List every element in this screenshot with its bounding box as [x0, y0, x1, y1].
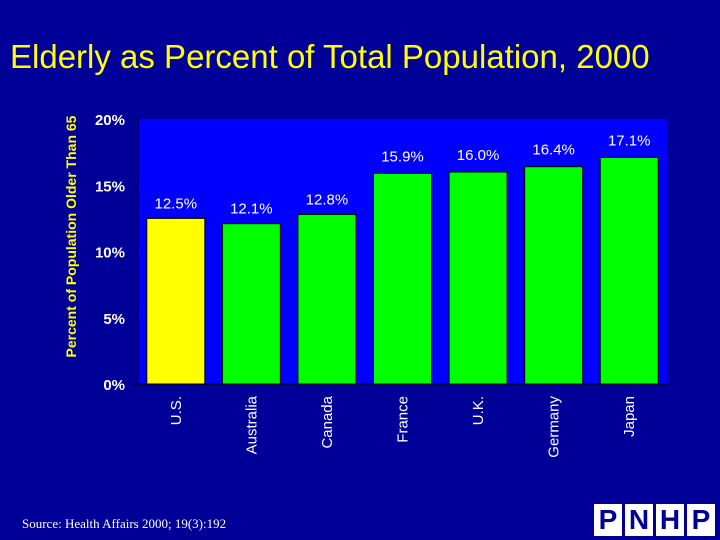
logo-letter: N: [625, 504, 653, 536]
y-axis-title: Percent of Population Older Than 65: [63, 115, 79, 357]
y-tick-label: 15%: [95, 178, 125, 195]
y-tick-label: 0%: [103, 377, 125, 394]
bar-value-label: 12.8%: [306, 191, 349, 208]
y-tick-label: 20%: [95, 112, 125, 129]
bar: [221, 223, 281, 385]
bar-value-label: 16.4%: [532, 142, 575, 159]
bar: [146, 217, 206, 385]
y-tick-label: 10%: [95, 245, 125, 262]
logo-letter: P: [687, 504, 715, 536]
x-category-label: Japan: [621, 396, 638, 437]
x-category-label: U.S.: [168, 396, 185, 425]
chart-title: Elderly as Percent of Total Population, …: [10, 38, 650, 75]
bar: [448, 171, 508, 385]
bar-value-label: 16.0%: [457, 147, 500, 164]
logo-letter: P: [594, 504, 622, 536]
x-category-label: France: [395, 396, 412, 443]
bar: [297, 213, 357, 385]
bar: [599, 156, 659, 385]
bar-value-label: 12.5%: [155, 195, 198, 212]
pnhp-logo: P N H P: [594, 504, 715, 536]
bar-value-label: 12.1%: [230, 201, 273, 218]
y-tick-label: 5%: [103, 311, 125, 328]
bar-value-label: 17.1%: [608, 132, 651, 149]
x-category-label: Canada: [319, 395, 336, 448]
bar-chart: 0% 5% 10% 15% 20% Percent of Population Older…: [63, 112, 667, 458]
logo-letter: H: [656, 504, 684, 536]
bar-value-label: 15.9%: [381, 148, 424, 165]
x-category-label: Australia: [243, 395, 260, 454]
source-citation: Source: Health Affairs 2000; 19(3):192: [22, 516, 227, 531]
x-category-label: U.K.: [470, 396, 487, 425]
x-category-label: Germany: [546, 396, 563, 458]
bar: [373, 172, 432, 385]
bar: [524, 166, 584, 385]
